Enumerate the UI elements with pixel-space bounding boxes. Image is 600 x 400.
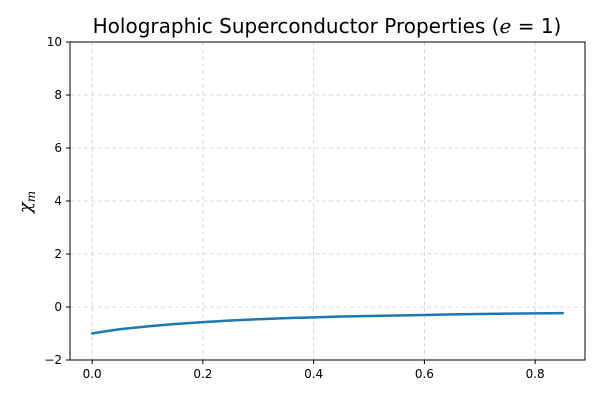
y-tick-label: 10	[47, 35, 62, 49]
y-tick-label: 4	[54, 194, 62, 208]
chart-title-var: e	[500, 14, 512, 38]
chart-title-main: Holographic Superconductor Properties (	[93, 14, 500, 38]
x-axis: 0.0 0.2 0.4 0.6 0.8	[83, 360, 545, 381]
chart-title: Holographic Superconductor Properties (e…	[93, 14, 562, 38]
y-axis-label: χm	[15, 191, 38, 215]
y-tick-label: 6	[54, 141, 62, 155]
x-tick-label: 0.6	[415, 367, 434, 381]
y-axis: −2 0 2 4 6 8 10	[44, 35, 70, 367]
y-axis-label-symbol: χ	[15, 201, 36, 215]
x-tick-label: 0.2	[193, 367, 212, 381]
y-tick-label: 2	[54, 247, 62, 261]
y-tick-label: −2	[44, 353, 62, 367]
x-tick-label: 0.0	[83, 367, 102, 381]
y-tick-label: 8	[54, 88, 62, 102]
y-tick-label: 0	[54, 300, 62, 314]
y-axis-label-subscript: m	[24, 191, 38, 202]
data-series	[90, 311, 565, 335]
x-tick-label: 0.4	[304, 367, 323, 381]
chart-title-rest: = 1)	[511, 14, 561, 38]
series-line-0	[90, 311, 565, 335]
x-tick-label: 0.8	[526, 367, 545, 381]
